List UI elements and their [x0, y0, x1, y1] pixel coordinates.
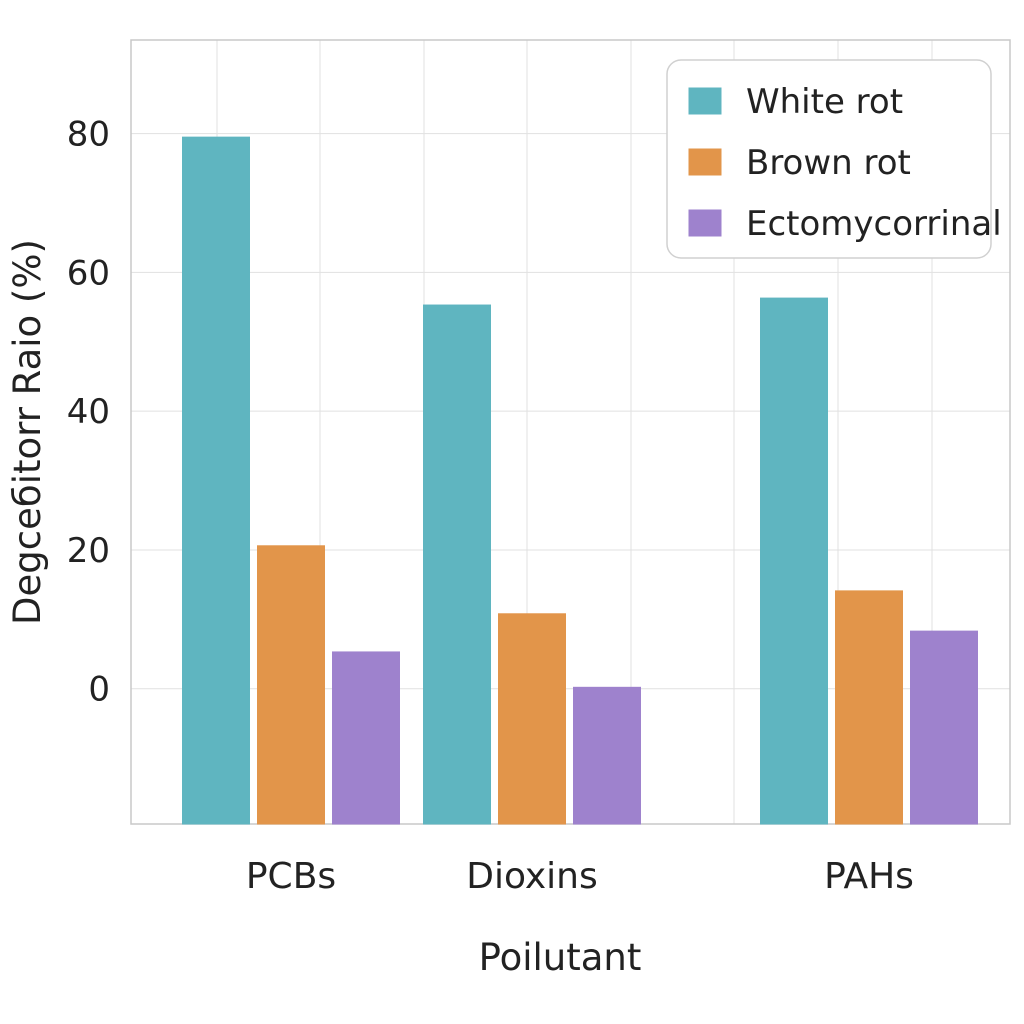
- x-axis-label: Poilutant: [479, 936, 642, 979]
- bar-ectomycorrinal-pahs: [910, 630, 978, 825]
- legend-swatch: [688, 209, 722, 237]
- bars: [182, 136, 978, 825]
- x-axis-ticks: PCBs Dioxins PAHs: [246, 856, 914, 897]
- x-tick-label: PAHs: [824, 856, 914, 897]
- plot-frame: [130, 39, 1011, 825]
- y-tick-label: 0: [88, 670, 110, 710]
- bar-white-rot-pcbs: [182, 136, 250, 825]
- y-tick-label: 40: [67, 392, 110, 432]
- y-tick-label: 60: [67, 253, 110, 293]
- y-tick-label: 20: [67, 531, 110, 571]
- legend-label: Brown rot: [746, 143, 911, 183]
- legend-box: [666, 59, 992, 259]
- y-axis-label: Degceбitorr Raio (%): [6, 239, 49, 625]
- bar-white-rot-dioxins: [423, 304, 491, 825]
- legend-swatch: [688, 87, 722, 115]
- x-tick-label: PCBs: [246, 856, 336, 897]
- legend-label: White rot: [746, 82, 903, 122]
- x-tick-label: Dioxins: [466, 856, 598, 897]
- bar-ectomycorrinal-pcbs: [332, 651, 400, 825]
- legend-swatch: [688, 148, 722, 176]
- bar-white-rot-pahs: [760, 297, 828, 825]
- bar-brown-rot-pahs: [835, 590, 903, 825]
- bar-ectomycorrinal-dioxins: [573, 686, 641, 825]
- bar-brown-rot-dioxins: [498, 613, 566, 825]
- legend-label: Ectomycorrinal: [746, 204, 1002, 244]
- legend-items: White rot Brown rot Ectomycorrinal: [688, 82, 1002, 244]
- bar-brown-rot-pcbs: [257, 545, 325, 825]
- y-axis-ticks: 0 20 40 60 80: [67, 115, 110, 710]
- y-tick-label: 80: [67, 115, 110, 155]
- legend: White rot Brown rot Ectomycorrinal: [666, 59, 1002, 259]
